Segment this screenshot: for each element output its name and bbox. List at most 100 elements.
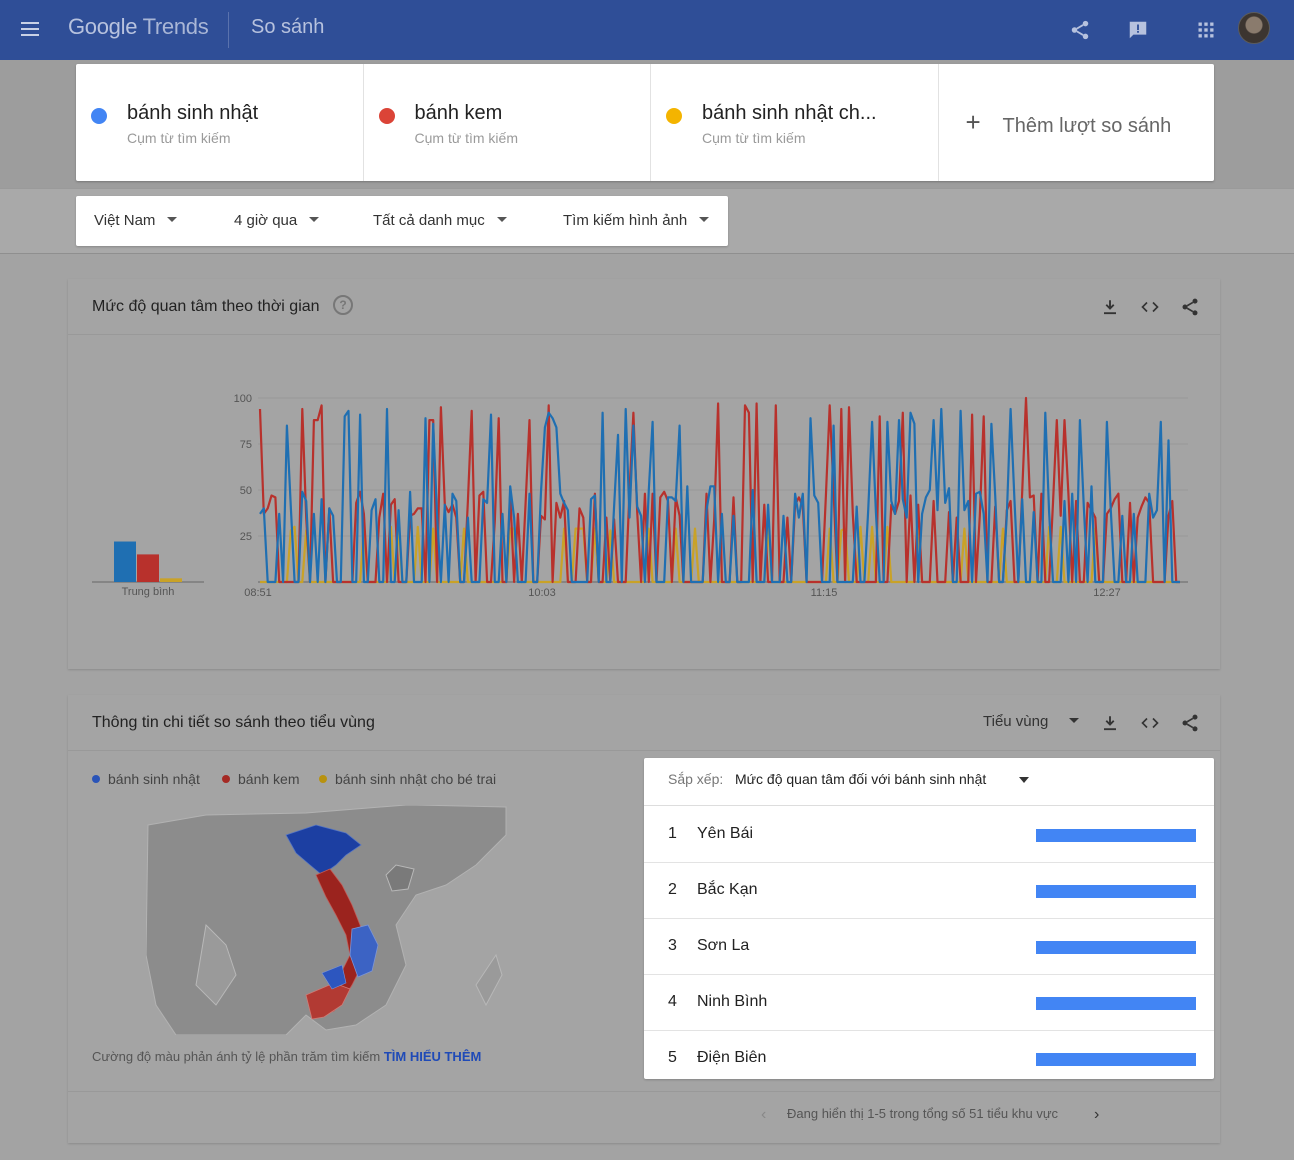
- next-page-icon[interactable]: ›: [1094, 1106, 1100, 1123]
- y-tick-label: 100: [234, 393, 252, 405]
- feedback-icon[interactable]: [1124, 16, 1152, 44]
- interest-over-time-header: Mức độ quan tâm theo thời gian ?: [68, 279, 1220, 335]
- region-ranking-card: Sắp xếp: Mức độ quan tâm đối với bánh si…: [644, 758, 1214, 1079]
- x-tick-label: 10:03: [528, 587, 556, 599]
- region-bar: [1036, 885, 1196, 898]
- region-filter[interactable]: Việt Nam: [94, 212, 178, 229]
- region-row[interactable]: 3 Sơn La: [644, 919, 1214, 975]
- region-level-select[interactable]: Tiểu vùng: [983, 713, 1079, 730]
- logo-trends-text: Trends: [142, 14, 209, 39]
- term-3[interactable]: bánh sinh nhật ch... Cụm từ tìm kiếm: [651, 64, 939, 181]
- region-name: Sơn La: [697, 937, 750, 954]
- y-tick-label: 50: [240, 485, 252, 497]
- region-bar-track: [1036, 997, 1196, 1010]
- embed-icon[interactable]: [1138, 711, 1162, 735]
- region-comparison-header: Thông tin chi tiết so sánh theo tiểu vùn…: [68, 695, 1220, 751]
- add-comparison-button[interactable]: + Thêm lượt so sánh: [939, 64, 1215, 181]
- learn-more-link[interactable]: TÌM HIỂU THÊM: [383, 1049, 482, 1064]
- region-bar-track: [1036, 1053, 1196, 1066]
- term-3-type: Cụm từ tìm kiếm: [702, 130, 806, 146]
- term-2-color-dot: [378, 108, 395, 124]
- time-filter[interactable]: 4 giờ qua: [234, 212, 320, 229]
- sort-select[interactable]: Sắp xếp: Mức độ quan tâm đối với bánh si…: [644, 758, 1214, 806]
- dropdown-caret-icon: [1019, 777, 1029, 783]
- region-rank: 2: [668, 881, 677, 898]
- time-filter-label: 4 giờ qua: [234, 212, 298, 229]
- average-bar-2: [137, 554, 159, 582]
- region-comparison-title: Thông tin chi tiết so sánh theo tiểu vùn…: [92, 714, 375, 731]
- region-level-label: Tiểu vùng: [983, 713, 1049, 730]
- term-1-name: bánh sinh nhật: [127, 102, 259, 124]
- y-tick-label: 75: [240, 439, 252, 451]
- google-trends-logo[interactable]: Google Trends: [68, 14, 209, 40]
- region-name: Bắc Kạn: [697, 881, 758, 898]
- sort-value: Mức độ quan tâm đối với bánh sinh nhật: [735, 771, 987, 787]
- region-map[interactable]: [146, 805, 546, 1035]
- map-note-text: Cường độ màu phản ánh tỷ lệ phần trăm tì…: [92, 1049, 381, 1064]
- filter-bar: Việt Nam 4 giờ qua Tất cả danh mục Tìm k…: [76, 196, 728, 246]
- term-1[interactable]: bánh sinh nhật Cụm từ tìm kiếm: [76, 64, 364, 181]
- embed-icon[interactable]: [1138, 295, 1162, 319]
- average-bar-3: [160, 578, 182, 582]
- legend-dot: [222, 775, 230, 783]
- previous-page-icon[interactable]: ‹: [761, 1106, 767, 1123]
- category-filter-label: Tất cả danh mục: [373, 212, 485, 229]
- term-3-name: bánh sinh nhật ch...: [702, 102, 877, 124]
- region-row[interactable]: 5 Điện Biên: [644, 1031, 1214, 1087]
- download-icon[interactable]: [1098, 295, 1122, 319]
- share-icon[interactable]: [1066, 16, 1094, 44]
- legend-dot: [319, 775, 327, 783]
- dropdown-caret-icon: [699, 217, 710, 222]
- region-bar: [1036, 941, 1196, 954]
- series-line-2: [258, 396, 1180, 584]
- share-icon[interactable]: [1178, 295, 1202, 319]
- series-line-1: [259, 407, 1180, 584]
- add-comparison-label: Thêm lượt so sánh: [1002, 115, 1172, 137]
- region-name: Ninh Bình: [697, 993, 768, 1010]
- search-type-filter[interactable]: Tìm kiếm hình ảnh: [563, 212, 710, 229]
- region-row[interactable]: 1 Yên Bái: [644, 807, 1214, 863]
- x-tick-label: 08:51: [244, 587, 272, 599]
- logo-divider: [228, 12, 229, 48]
- dropdown-caret-icon: [167, 217, 178, 222]
- legend-item-banh-sinh-nhat: bánh sinh nhật: [92, 771, 200, 787]
- y-tick-label: 25: [240, 531, 252, 543]
- region-bar: [1036, 997, 1196, 1010]
- legend-label: bánh kem: [238, 771, 300, 787]
- interest-over-time-panel: Mức độ quan tâm theo thời gian ? 25 50 75 1…: [68, 279, 1220, 669]
- term-3-color-dot: [666, 108, 682, 124]
- search-type-filter-label: Tìm kiếm hình ảnh: [563, 212, 688, 229]
- region-rank: 5: [668, 1049, 677, 1066]
- avatar[interactable]: [1238, 12, 1270, 44]
- region-rank: 4: [668, 993, 677, 1010]
- term-1-color-dot: [91, 108, 107, 124]
- dropdown-caret-icon: [1068, 718, 1079, 723]
- region-name: Điện Biên: [697, 1049, 767, 1066]
- region-rank: 1: [668, 825, 677, 842]
- x-tick-label: 12:27: [1093, 587, 1121, 599]
- legend-label: bánh sinh nhật: [108, 771, 200, 787]
- pagination: ‹ Đang hiển thị 1-5 trong tổng số 51 tiể…: [68, 1091, 1220, 1143]
- menu-icon[interactable]: [18, 18, 42, 42]
- apps-icon[interactable]: [1192, 16, 1220, 44]
- region-row[interactable]: 4 Ninh Bình: [644, 975, 1214, 1031]
- region-bar-track: [1036, 885, 1196, 898]
- plus-icon: +: [965, 107, 981, 137]
- region-rank: 3: [668, 937, 677, 954]
- region-filter-label: Việt Nam: [94, 212, 156, 229]
- term-2[interactable]: bánh kem Cụm từ tìm kiếm: [364, 64, 651, 181]
- region-name: Yên Bái: [697, 825, 754, 842]
- legend-dot: [92, 775, 100, 783]
- average-label: Trung bình: [121, 586, 175, 598]
- pagination-text: Đang hiển thị 1-5 trong tổng số 51 tiểu …: [787, 1106, 1059, 1121]
- map-note: Cường độ màu phản ánh tỷ lệ phần trăm tì…: [92, 1049, 481, 1064]
- legend-item-banh-kem: bánh kem: [222, 771, 299, 787]
- category-filter[interactable]: Tất cả danh mục: [373, 212, 507, 229]
- region-bar-track: [1036, 829, 1196, 842]
- interest-over-time-title: Mức độ quan tâm theo thời gian: [92, 298, 320, 315]
- download-icon[interactable]: [1098, 711, 1122, 735]
- region-row[interactable]: 2 Bắc Kạn: [644, 863, 1214, 919]
- help-icon[interactable]: ?: [333, 295, 353, 315]
- share-icon[interactable]: [1178, 711, 1202, 735]
- region-comparison-panel: Thông tin chi tiết so sánh theo tiểu vùn…: [68, 695, 1220, 1143]
